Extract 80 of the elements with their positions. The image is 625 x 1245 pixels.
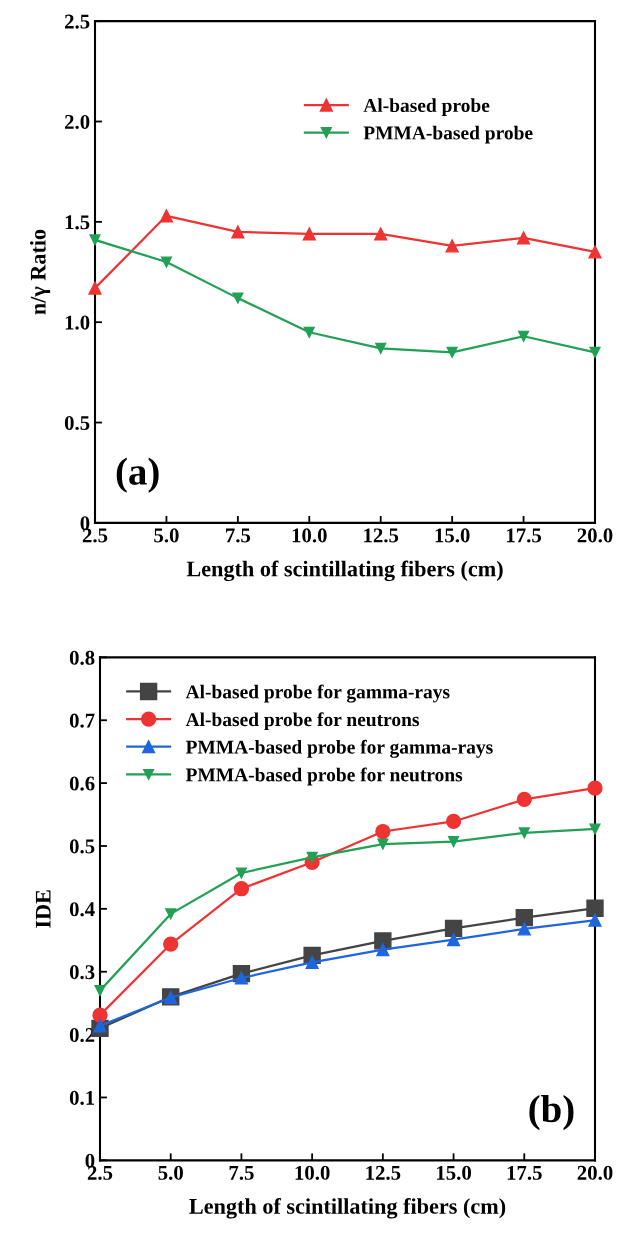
point (587, 780, 603, 796)
x-tick-label: 5.0 (158, 1165, 183, 1180)
point (163, 936, 179, 952)
x-tick-label: 17.5 (507, 528, 542, 543)
x-tick-label: 12.5 (366, 1165, 401, 1180)
point (588, 245, 602, 259)
point (375, 342, 387, 354)
legend-label: Al-based probe (363, 98, 490, 116)
y-axis-title: n/γ Ratio (30, 229, 51, 315)
point (159, 209, 174, 223)
point (516, 231, 531, 245)
point (445, 239, 459, 253)
annotation: (a) (116, 457, 159, 493)
x-tick-label: 10.0 (292, 528, 327, 543)
point (446, 933, 461, 947)
x-tick-label: 20.0 (577, 1165, 613, 1180)
y-tick-label: 2.0 (64, 114, 90, 130)
y-tick-label: 1.5 (65, 215, 90, 230)
x-tick-label: 12.5 (364, 528, 399, 543)
x-tick-label: 17.5 (507, 1165, 542, 1180)
point (93, 1019, 107, 1033)
y-tick-label: 0.7 (69, 713, 95, 728)
y-tick-label: 0.6 (69, 776, 95, 791)
point (375, 823, 391, 840)
x-tick-label: 15.0 (435, 528, 470, 543)
point (588, 913, 602, 927)
point (89, 234, 101, 246)
point (165, 908, 177, 920)
point (448, 836, 460, 848)
legend-label: Al-based probe for gamma-rays (185, 684, 450, 703)
point (94, 985, 106, 997)
point (446, 346, 458, 358)
y-tick-label: 0.1 (69, 1090, 95, 1105)
point (303, 326, 315, 338)
legend-label: Al-based probe for neutrons (185, 712, 420, 731)
point (377, 838, 389, 850)
point (518, 330, 530, 342)
point (160, 256, 172, 268)
x-tick-label: 7.5 (226, 528, 251, 543)
y-tick-label: 0.8 (69, 650, 95, 665)
x-tick-label: 5.0 (154, 528, 179, 543)
legend-label: PMMA-based probe for gamma-rays (185, 739, 493, 758)
point (302, 227, 316, 241)
point (444, 919, 463, 938)
point (233, 881, 250, 897)
y-tick-label: 2.5 (64, 14, 90, 29)
y-tick-label: 0.5 (69, 839, 95, 854)
point (516, 791, 532, 808)
x-axis-title: Length of scintillating fibers (cm) (189, 1197, 506, 1219)
point (92, 1007, 108, 1023)
point (235, 867, 247, 879)
x-tick-label: 10.0 (295, 1165, 330, 1180)
point (232, 292, 244, 304)
point (517, 922, 531, 936)
point (234, 971, 249, 985)
y-tick-label: 0 (85, 1153, 95, 1168)
y-tick-label: 0.4 (69, 902, 95, 917)
point (586, 899, 604, 917)
y-tick-label: 1.0 (65, 315, 90, 330)
point (374, 227, 388, 241)
point (589, 823, 601, 835)
legend-label: PMMA-based probe (363, 125, 533, 144)
point (515, 908, 533, 927)
x-tick-label: 7.5 (229, 1166, 254, 1180)
x-axis-title: Length of scintillating fibers (cm) (186, 560, 503, 582)
point (231, 225, 245, 239)
point (445, 813, 462, 830)
y-tick-label: 0.5 (64, 415, 90, 431)
y-axis-title: IDE (35, 890, 51, 928)
point (589, 346, 601, 358)
y-tick-label: 0.3 (69, 965, 95, 980)
x-tick-label: 20.0 (577, 528, 613, 543)
point (518, 827, 530, 839)
point (376, 943, 390, 957)
point (88, 281, 102, 295)
point (305, 955, 319, 969)
legend-label: PMMA-based probe for neutrons (185, 767, 463, 786)
annotation: (b) (529, 1094, 574, 1131)
point (306, 851, 318, 863)
x-tick-label: 15.0 (437, 1165, 472, 1180)
